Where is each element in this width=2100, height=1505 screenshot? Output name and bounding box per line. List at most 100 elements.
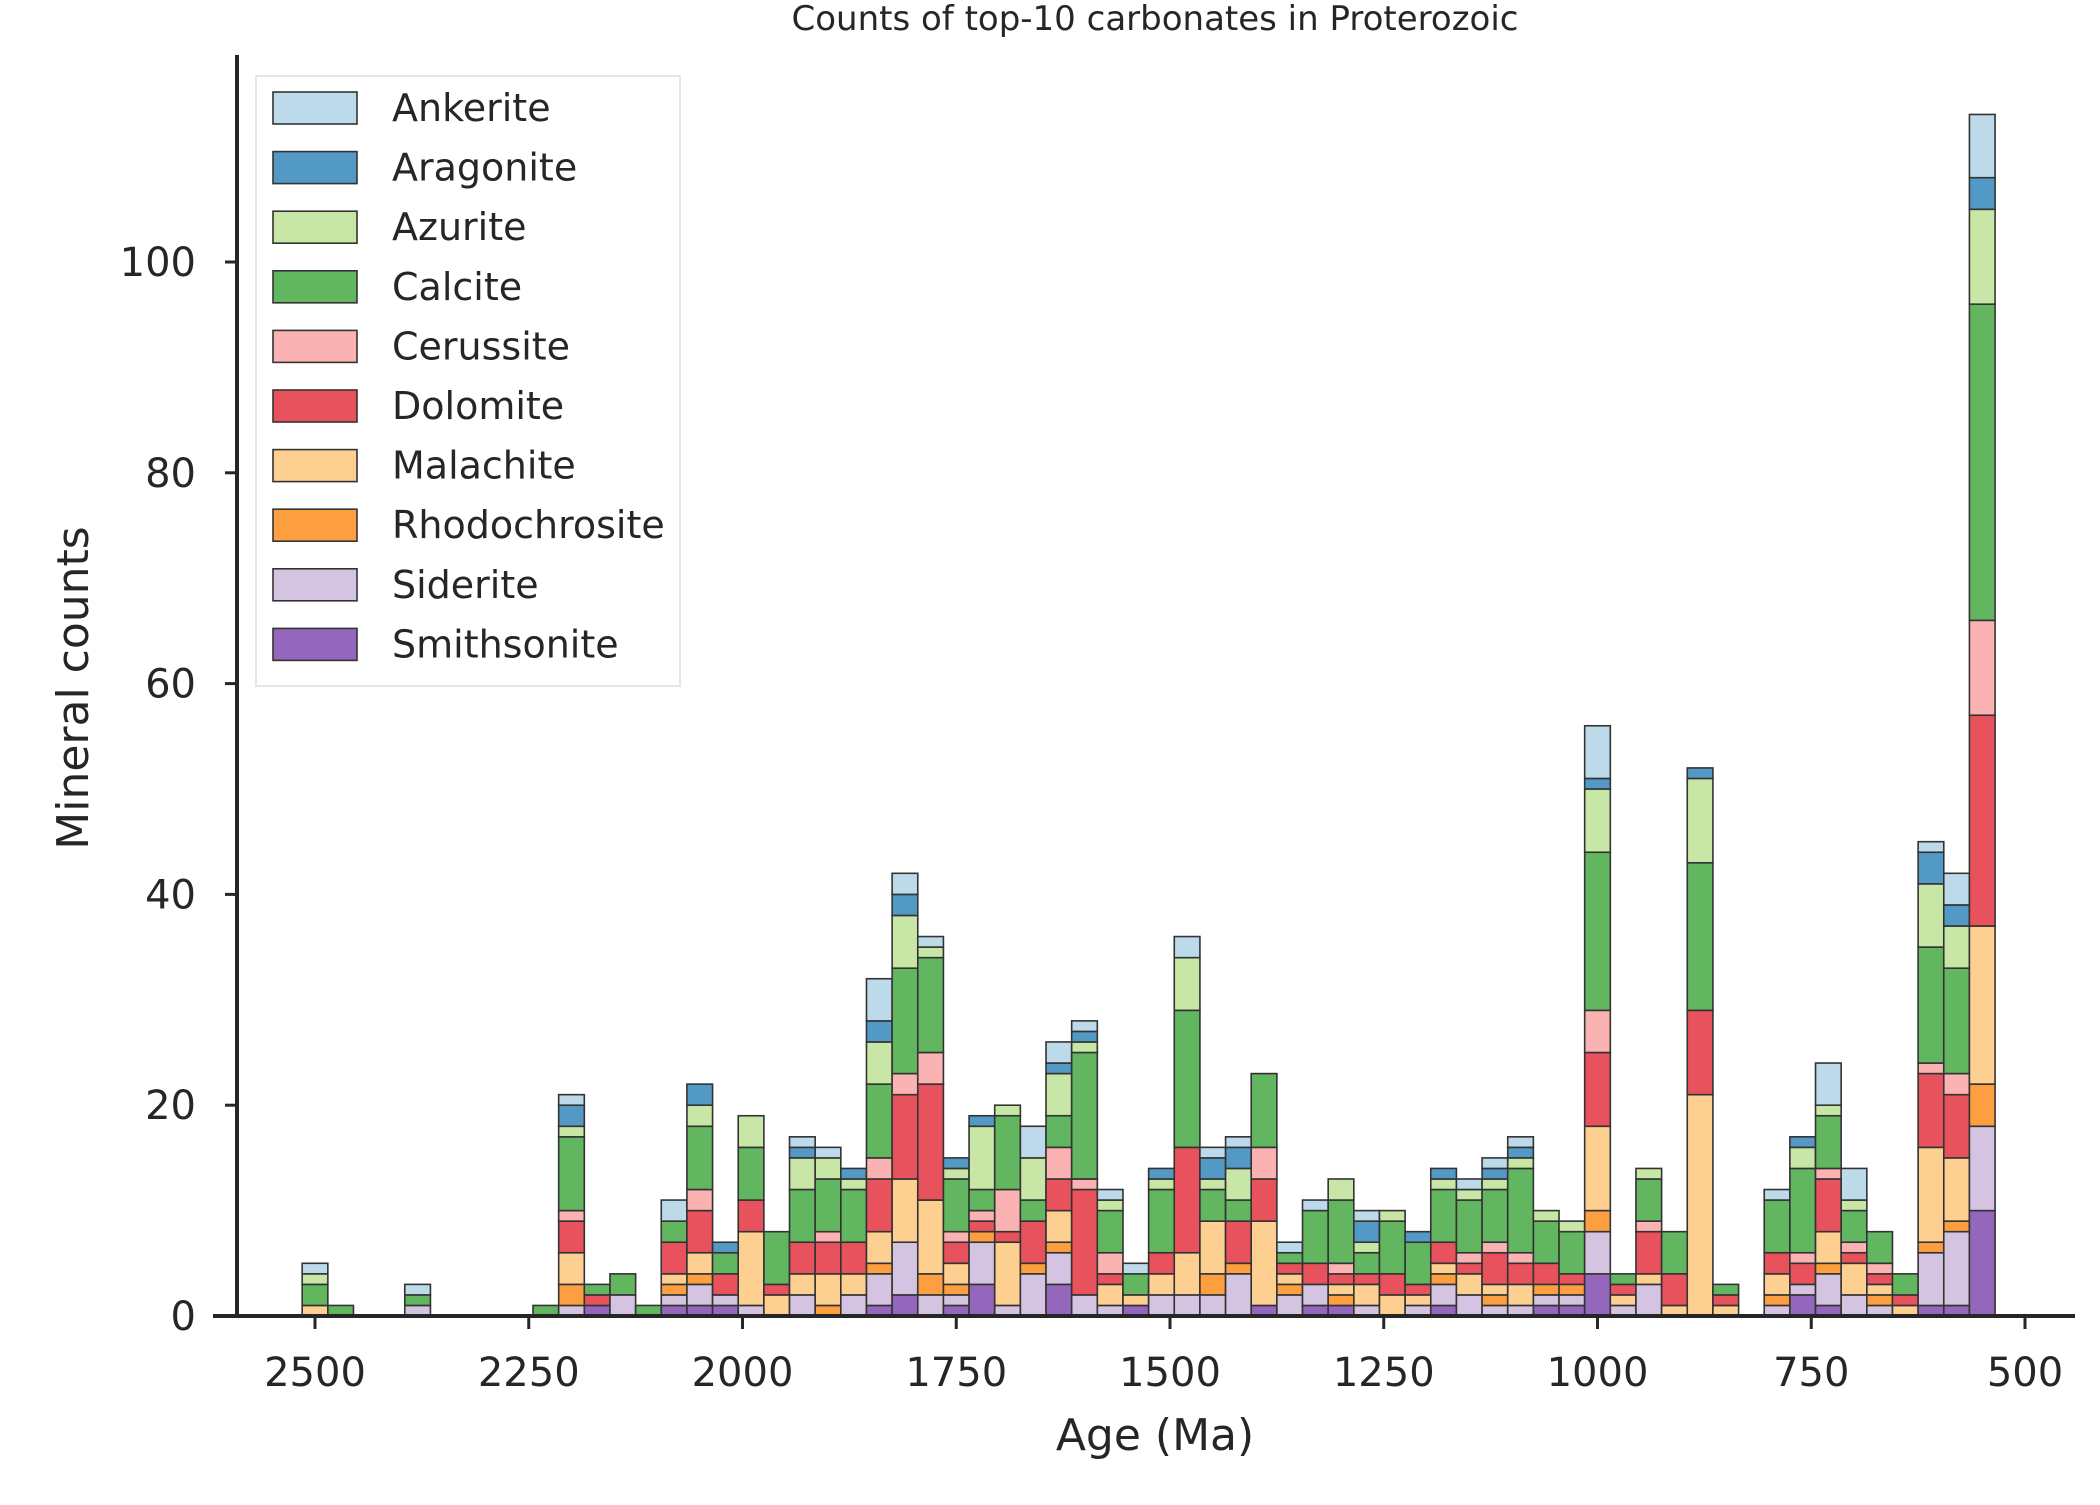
bar-segment-dolomite bbox=[1891, 1294, 1919, 1307]
bar-segment-ankerite bbox=[660, 1199, 688, 1222]
bar-segment-aragonite bbox=[1942, 904, 1971, 927]
y-tick-label: 20 bbox=[145, 1083, 196, 1129]
bar-segment-azurite bbox=[686, 1104, 714, 1128]
bar-segment-aragonite bbox=[968, 1114, 996, 1128]
bar-segment-aragonite bbox=[1506, 1146, 1535, 1159]
legend-swatch-siderite bbox=[272, 567, 358, 602]
bar-segment-dolomite bbox=[1917, 1072, 1945, 1149]
legend-label-siderite: Siderite bbox=[392, 563, 539, 607]
bar-segment-siderite bbox=[1173, 1294, 1201, 1317]
bar-segment-malachite bbox=[1199, 1220, 1227, 1275]
bar-segment-siderite bbox=[1635, 1283, 1663, 1317]
bar-segment-malachite bbox=[1173, 1251, 1201, 1296]
bar-segment-calcite bbox=[737, 1146, 765, 1201]
x-tick-label: 1750 bbox=[905, 1350, 1007, 1396]
bar-segment-rhodochrosite bbox=[1327, 1294, 1355, 1307]
bar-segment-calcite bbox=[1660, 1230, 1689, 1275]
bar-segment-ankerite bbox=[557, 1093, 586, 1107]
bar-segment-malachite bbox=[1686, 1093, 1714, 1317]
bar-segment-calcite bbox=[1070, 1051, 1099, 1180]
bar-segment-calcite bbox=[1942, 967, 1971, 1075]
bar-segment-azurite bbox=[1147, 1178, 1176, 1191]
bar-segment-calcite bbox=[1276, 1251, 1304, 1265]
bar-segment-siderite bbox=[1840, 1294, 1868, 1317]
bar-segment-calcite bbox=[1635, 1178, 1663, 1222]
bar-segment-aragonite bbox=[1481, 1167, 1509, 1180]
bar-segment-dolomite bbox=[1019, 1220, 1047, 1265]
bar-segment-siderite bbox=[788, 1294, 816, 1317]
bar-segment-dolomite bbox=[1045, 1178, 1073, 1212]
bar-segment-cerussite bbox=[1968, 619, 1996, 717]
chart-title: Counts of top-10 carbonates in Proterozo… bbox=[792, 0, 1519, 39]
legend-swatch-calcite bbox=[272, 269, 358, 304]
bar-segment-rhodochrosite bbox=[1019, 1262, 1047, 1275]
bar-segment-aragonite bbox=[1583, 777, 1612, 790]
bar-segment-azurite bbox=[1840, 1199, 1868, 1212]
bar-segment-cerussite bbox=[1942, 1072, 1971, 1096]
x-tick-label: 2250 bbox=[478, 1350, 580, 1396]
bar-segment-calcite bbox=[1455, 1199, 1483, 1254]
bar-segment-smithsonite bbox=[1045, 1283, 1073, 1317]
bar-segment-ankerite bbox=[1583, 724, 1612, 780]
x-tick-label: 2500 bbox=[264, 1350, 366, 1396]
bar-segment-siderite bbox=[1532, 1294, 1560, 1307]
legend-swatch-malachite bbox=[272, 448, 358, 483]
bar-segment-aragonite bbox=[942, 1157, 970, 1170]
bar-segment-aragonite bbox=[1404, 1230, 1432, 1244]
bar-segment-dolomite bbox=[1558, 1273, 1586, 1286]
bar-segment-cerussite bbox=[686, 1188, 714, 1212]
bar-segment-cerussite bbox=[1583, 1009, 1612, 1054]
bar-segment-dolomite bbox=[583, 1294, 611, 1307]
bar-segment-malachite bbox=[865, 1230, 893, 1265]
bar-segment-ankerite bbox=[301, 1262, 329, 1275]
bar-segment-dolomite bbox=[1506, 1262, 1535, 1286]
bar-segment-malachite bbox=[1455, 1273, 1483, 1296]
bar-segment-cerussite bbox=[891, 1072, 919, 1096]
bar-segment-rhodochrosite bbox=[1814, 1262, 1842, 1275]
bar-segment-dolomite bbox=[1455, 1262, 1483, 1275]
bar-segment-malachite bbox=[1968, 925, 1996, 1085]
bar-segment-ankerite bbox=[1942, 872, 1971, 906]
bar-segment-malachite bbox=[1250, 1220, 1278, 1307]
bar-segment-malachite bbox=[1917, 1146, 1945, 1244]
bar-segment-dolomite bbox=[1276, 1262, 1304, 1275]
bar-segment-calcite bbox=[557, 1136, 586, 1212]
bar-segment-malachite bbox=[557, 1251, 586, 1286]
bar-segment-azurite bbox=[1942, 925, 1971, 969]
legend-swatch-rhodochrosite bbox=[272, 508, 358, 543]
bar-segment-calcite bbox=[1814, 1114, 1842, 1170]
x-tick-label: 1250 bbox=[1333, 1350, 1435, 1396]
bar-segment-calcite bbox=[1199, 1188, 1227, 1222]
bar-segment-ankerite bbox=[814, 1146, 842, 1159]
bar-segment-dolomite bbox=[1942, 1093, 1971, 1159]
bar-segment-calcite bbox=[1429, 1188, 1458, 1244]
bar-segment-malachite bbox=[1096, 1283, 1124, 1307]
legend-swatch-ankerite bbox=[272, 91, 358, 125]
bar-segment-siderite bbox=[660, 1294, 688, 1307]
bar-segment-calcite bbox=[1378, 1220, 1406, 1275]
bar-segment-dolomite bbox=[814, 1241, 842, 1275]
legend-swatch-cerussite bbox=[272, 329, 358, 364]
bar-segment-azurite bbox=[1481, 1178, 1509, 1191]
bar-segment-calcite bbox=[968, 1188, 996, 1212]
bar-segment-dolomite bbox=[1429, 1241, 1458, 1265]
bar-segment-rhodochrosite bbox=[1224, 1262, 1253, 1275]
bar-segment-rhodochrosite bbox=[1917, 1241, 1945, 1254]
x-tick-label: 500 bbox=[1987, 1350, 2063, 1396]
bar-segment-azurite bbox=[865, 1041, 893, 1085]
bar-segment-ankerite bbox=[1122, 1262, 1150, 1275]
y-axis-ticks: 0 20 40 60 80 100 bbox=[120, 240, 237, 1340]
bar-segment-ankerite bbox=[891, 872, 919, 896]
bar-segment-azurite bbox=[1045, 1072, 1073, 1117]
bar-segment-malachite bbox=[763, 1294, 791, 1317]
bar-segment-siderite bbox=[1455, 1294, 1483, 1317]
bar-segment-ankerite bbox=[1070, 1020, 1099, 1033]
x-axis-label: Age (Ma) bbox=[1056, 1410, 1254, 1461]
bar-segment-cerussite bbox=[1455, 1251, 1483, 1265]
bar-segment-rhodochrosite bbox=[1532, 1283, 1560, 1296]
bar-segment-azurite bbox=[557, 1125, 586, 1138]
bar-segment-dolomite bbox=[1660, 1273, 1689, 1307]
bar-segment-calcite bbox=[763, 1230, 791, 1286]
bar-segment-malachite bbox=[942, 1262, 970, 1286]
